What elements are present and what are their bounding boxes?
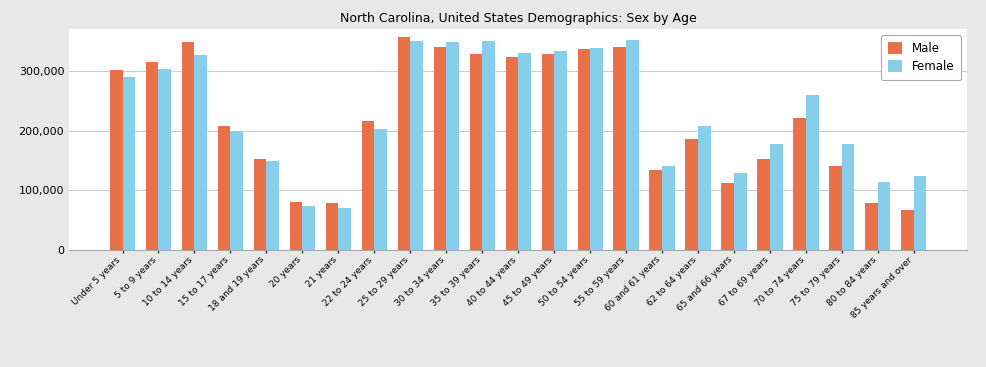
Bar xyxy=(877,182,889,250)
Bar xyxy=(446,43,458,250)
Bar xyxy=(374,129,387,250)
Bar xyxy=(159,69,171,250)
Bar xyxy=(181,43,194,250)
Bar xyxy=(505,57,518,250)
Bar xyxy=(338,208,351,250)
Bar xyxy=(230,131,243,250)
Bar xyxy=(302,206,315,250)
Bar xyxy=(721,183,734,250)
Bar xyxy=(122,77,135,250)
Bar xyxy=(913,176,926,250)
Bar xyxy=(518,52,530,250)
Legend: Male, Female: Male, Female xyxy=(880,35,960,80)
Bar xyxy=(769,144,782,250)
Bar xyxy=(194,55,207,250)
Bar xyxy=(482,41,494,250)
Bar xyxy=(756,159,769,250)
Bar xyxy=(613,47,625,250)
Bar xyxy=(290,202,302,250)
Bar xyxy=(266,161,279,250)
Bar xyxy=(684,139,697,250)
Bar xyxy=(828,166,841,250)
Bar xyxy=(793,118,806,250)
Bar xyxy=(469,54,482,250)
Bar xyxy=(541,54,553,250)
Bar xyxy=(397,36,410,250)
Bar xyxy=(577,49,590,250)
Bar xyxy=(325,203,338,250)
Bar xyxy=(806,95,817,250)
Bar xyxy=(865,203,877,250)
Bar xyxy=(218,126,230,250)
Bar xyxy=(109,70,122,250)
Bar xyxy=(146,62,159,250)
Bar xyxy=(553,51,566,250)
Bar xyxy=(841,143,854,250)
Bar xyxy=(900,210,913,250)
Bar xyxy=(253,159,266,250)
Title: North Carolina, United States Demographics: Sex by Age: North Carolina, United States Demographi… xyxy=(339,12,696,25)
Bar xyxy=(433,47,446,250)
Bar xyxy=(734,173,745,250)
Bar xyxy=(697,126,710,250)
Bar xyxy=(410,41,422,250)
Bar xyxy=(625,40,638,250)
Bar xyxy=(662,166,674,250)
Bar xyxy=(649,170,662,250)
Bar xyxy=(361,121,374,250)
Bar xyxy=(590,48,602,250)
